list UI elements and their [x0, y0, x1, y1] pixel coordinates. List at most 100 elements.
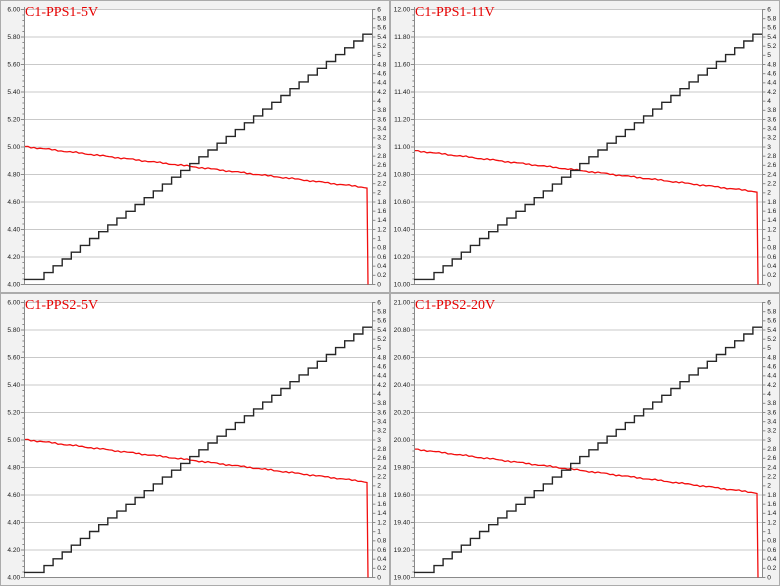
left-axis-tick-label: 5.60: [7, 61, 20, 68]
right-axis-tick-label: 5.2: [377, 336, 386, 343]
right-axis-tick-label: 4.8: [767, 354, 776, 361]
right-axis-tick-label: 5.6: [767, 25, 776, 32]
right-axis-labels: 6 5.8 5.6 5.4 5.2 5 4.8 4.6 4.4 4.2 4 3.8 3.6 3.4 3.2 3…: [767, 299, 776, 581]
left-axis-tick-label: 4.80: [7, 171, 20, 178]
right-axis-tick-label: 2: [377, 190, 381, 197]
right-axis-tick-label: 6: [377, 6, 381, 13]
right-axis-tick-label: 5.6: [767, 318, 776, 325]
right-axis-tick-label: 0.6: [377, 254, 386, 261]
right-axis-tick-label: 5: [377, 52, 381, 59]
left-axis-tick-label: 20.20: [394, 409, 411, 416]
gridlines: [24, 302, 372, 551]
right-axis-tick-label: 2.2: [377, 474, 386, 481]
right-axis-tick-label: 0: [767, 281, 771, 288]
right-axis-tick-label: 0.4: [377, 263, 386, 270]
right-axis-tick-label: 1: [767, 529, 771, 536]
right-axis-tick-label: 3.2: [377, 428, 386, 435]
current-staircase-line: [414, 326, 762, 574]
right-axis-tick-label: 4.6: [767, 71, 776, 78]
right-axis-tick-label: 1.8: [377, 199, 386, 206]
right-axis-tick-label: 1: [377, 236, 381, 243]
voltage-line: [415, 149, 759, 285]
right-axis-tick-label: 3.4: [767, 419, 776, 426]
left-axis-tick-label: 19.00: [394, 574, 411, 581]
left-axis-tick-label: 4.60: [7, 199, 20, 206]
right-axis-tick-label: 5.8: [767, 309, 776, 316]
right-axis-tick-label: 3: [767, 437, 771, 444]
left-axis-tick-label: 10.40: [394, 226, 411, 233]
left-axis-tick-label: 20.40: [394, 382, 411, 389]
right-axis-labels: 6 5.8 5.6 5.4 5.2 5 4.8 4.6 4.4 4.2 4 3.8 3.6 3.4 3.2 3…: [377, 299, 386, 581]
left-axis-tick-label: 20.80: [394, 327, 411, 334]
right-axis-tick-label: 5: [767, 52, 771, 59]
right-axis-tick-label: 2.4: [767, 464, 776, 471]
right-axis-tick-label: 5.2: [377, 43, 386, 50]
axes: [414, 300, 765, 578]
right-axis-tick-label: 5.8: [767, 16, 776, 23]
left-axis-tick-label: 4.00: [7, 281, 20, 288]
right-axis-tick-label: 1.8: [767, 199, 776, 206]
right-axis-tick-label: 5.4: [377, 327, 386, 334]
axis-ticks: [20, 9, 376, 285]
right-axis-tick-label: 0.8: [767, 245, 776, 252]
chart-canvas: 6.005.805.605.405.205.004.804.604.404.20…: [7, 6, 386, 288]
chart-title: C1-PPS1-11V: [415, 5, 495, 20]
right-axis-tick-label: 2.4: [767, 171, 776, 178]
current-staircase-line: [414, 33, 762, 281]
left-axis-tick-label: 5.20: [7, 116, 20, 123]
right-axis-tick-label: 4.4: [767, 373, 776, 380]
right-axis-tick-label: 1.4: [377, 217, 386, 224]
right-axis-tick-label: 5.8: [377, 309, 386, 316]
right-axis-tick-label: 5.4: [767, 327, 776, 334]
right-axis-tick-label: 3.8: [377, 107, 386, 114]
right-axis-tick-label: 3.4: [767, 126, 776, 133]
left-axis-tick-label: 4.00: [7, 574, 20, 581]
axis-ticks: [20, 302, 376, 578]
left-axis-tick-label: 10.60: [394, 199, 411, 206]
left-axis-tick-label: 19.60: [394, 492, 411, 499]
right-axis-tick-label: 5: [767, 345, 771, 352]
voltage-line: [415, 448, 759, 578]
right-axis-tick-label: 2.6: [377, 162, 386, 169]
right-axis-tick-label: 5.2: [767, 43, 776, 50]
chart-panel-pps1-5v: C1-PPS1-5V 6.00 5.80 5.60 5.40 5.20 5.00 4.80 4…: [0, 0, 390, 293]
axis-ticks: [410, 9, 766, 285]
right-axis-tick-label: 0.6: [767, 254, 776, 261]
left-axis-tick-label: 10.20: [394, 254, 411, 261]
right-axis-tick-label: 2.6: [377, 455, 386, 462]
right-axis-tick-label: 5: [377, 345, 381, 352]
right-axis-tick-label: 2.8: [767, 153, 776, 160]
right-axis-tick-label: 1.6: [377, 501, 386, 508]
right-axis-tick-label: 0.4: [767, 263, 776, 270]
right-axis-tick-label: 0: [767, 574, 771, 581]
right-axis-tick-label: 1.2: [767, 226, 776, 233]
right-axis-tick-label: 1.2: [377, 519, 386, 526]
gridlines: [414, 302, 762, 551]
left-axis-tick-label: 5.40: [7, 382, 20, 389]
right-axis-tick-label: 2.8: [377, 153, 386, 160]
left-axis-tick-label: 11.40: [394, 89, 410, 96]
left-axis-tick-label: 19.40: [394, 519, 411, 526]
left-axis-tick-label: 10.00: [394, 281, 411, 288]
right-axis-tick-label: 3.2: [767, 135, 776, 142]
right-axis-tick-label: 2.8: [377, 446, 386, 453]
right-axis-tick-label: 3.4: [377, 419, 386, 426]
left-axis-tick-label: 19.20: [394, 547, 411, 554]
right-axis-tick-label: 4.6: [377, 364, 386, 371]
right-axis-tick-label: 5.4: [767, 34, 776, 41]
right-axis-tick-label: 0.2: [767, 565, 776, 572]
voltage-line: [24, 145, 369, 285]
right-axis-tick-label: 1: [767, 236, 771, 243]
right-axis-tick-label: 2: [377, 483, 381, 490]
right-axis-tick-label: 4.2: [767, 382, 776, 389]
right-axis-tick-label: 0.2: [377, 272, 386, 279]
right-axis-tick-label: 4.2: [377, 382, 386, 389]
right-axis-tick-label: 5.2: [767, 336, 776, 343]
right-axis-tick-label: 2: [767, 483, 771, 490]
chart-canvas: 6.005.805.605.405.205.004.804.604.404.20…: [7, 299, 386, 581]
left-axis-tick-label: 6.00: [7, 299, 20, 306]
right-axis-tick-label: 2.2: [767, 474, 776, 481]
left-axis-tick-label: 12.00: [394, 6, 411, 13]
axes: [414, 7, 765, 285]
